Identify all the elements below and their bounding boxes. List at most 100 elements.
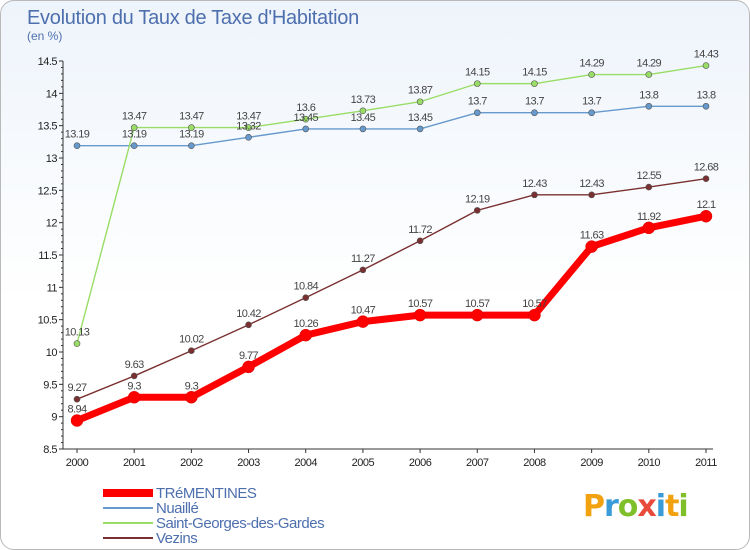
data-label: 13.19 — [65, 129, 90, 141]
series-line — [76, 105, 707, 147]
data-label: 13.19 — [179, 129, 204, 141]
y-tick-label: 13 — [46, 153, 58, 165]
x-tick-label: 2002 — [180, 457, 203, 469]
data-point — [185, 391, 198, 404]
legend: TRéMENTINESNuailléSaint-Georges-des-Gard… — [103, 485, 325, 547]
data-label: 10.47 — [351, 305, 376, 317]
data-point — [70, 414, 84, 427]
data-point — [588, 71, 595, 78]
x-tick-label: 2004 — [294, 457, 317, 469]
logo-letter: i — [655, 489, 666, 524]
x-tick-label: 2003 — [237, 457, 260, 469]
logo-letter: x — [637, 489, 656, 524]
data-point — [645, 102, 653, 110]
data-label: 13.7 — [525, 96, 544, 108]
data-label: 13.47 — [179, 111, 204, 123]
data-label: 11.63 — [580, 230, 604, 242]
y-tick-label: 14 — [46, 88, 58, 100]
data-point — [642, 221, 656, 235]
data-point — [130, 142, 138, 150]
data-point — [242, 360, 255, 374]
x-tick-label: 2006 — [409, 457, 432, 469]
data-label: 12.1 — [696, 199, 715, 211]
data-point — [73, 395, 81, 403]
data-point — [245, 321, 252, 329]
y-tick-label: 9 — [51, 412, 57, 424]
series-line — [76, 64, 707, 345]
data-point — [471, 308, 484, 322]
data-point — [645, 183, 653, 191]
data-label: 13.6 — [296, 102, 315, 114]
data-point — [302, 294, 310, 301]
data-label: 13.47 — [122, 111, 147, 123]
data-label: 12.55 — [637, 170, 662, 182]
data-label: 9.77 — [239, 350, 258, 362]
data-label: 13.8 — [696, 89, 715, 101]
logo-letter: P — [583, 489, 605, 524]
series-markers — [70, 62, 713, 427]
data-label: 10.57 — [522, 298, 547, 310]
data-label: 13.47 — [236, 111, 261, 123]
data-point — [127, 391, 141, 404]
legend-label: TRéMENTINES — [156, 485, 257, 502]
data-label: 13.73 — [351, 94, 376, 106]
data-label: 9.63 — [125, 359, 144, 371]
y-tick-label: 8.5 — [43, 444, 57, 456]
logo-letter: r — [604, 489, 619, 524]
data-point — [416, 125, 424, 133]
x-tick-label: 2009 — [580, 457, 603, 469]
data-point — [702, 62, 710, 69]
y-tick-label: 12.5 — [38, 185, 58, 197]
data-point — [645, 71, 653, 78]
data-label: 13.45 — [293, 112, 318, 124]
data-point — [416, 98, 424, 106]
data-label: 13.8 — [639, 89, 658, 101]
data-label: 12.19 — [465, 193, 490, 205]
logo-letter: t — [665, 489, 679, 524]
data-point — [531, 191, 538, 199]
data-point — [356, 315, 370, 328]
data-label: 11.72 — [408, 224, 432, 236]
x-tick-label: 2010 — [638, 457, 661, 469]
data-point — [188, 142, 195, 150]
data-point — [188, 124, 195, 131]
data-label: 13.32 — [236, 120, 261, 132]
data-point — [73, 142, 81, 150]
x-tick-label: 2000 — [66, 457, 89, 469]
legend-label: Vezins — [156, 530, 197, 547]
data-point — [473, 207, 481, 214]
data-point — [359, 125, 367, 133]
y-tick-label: 11.5 — [38, 250, 57, 262]
data-label: 14.15 — [522, 67, 547, 79]
data-label: 10.26 — [293, 318, 318, 330]
y-tick-label: 10.5 — [38, 315, 58, 327]
data-point — [585, 240, 598, 253]
data-point — [130, 372, 138, 380]
x-tick-label: 2005 — [352, 457, 375, 469]
data-point — [299, 328, 312, 342]
data-point — [416, 237, 424, 245]
data-label: 10.84 — [293, 281, 318, 293]
series-line — [73, 212, 710, 425]
data-point — [359, 107, 367, 115]
logo-letter: i — [678, 489, 688, 524]
data-point — [359, 266, 367, 274]
data-label: 10.13 — [65, 327, 90, 339]
data-point — [245, 134, 252, 141]
data-point — [531, 80, 538, 87]
data-label: 10.42 — [236, 308, 261, 320]
data-point — [130, 124, 138, 131]
data-point — [73, 340, 81, 347]
data-label: 10.02 — [179, 334, 204, 346]
data-label: 14.43 — [694, 49, 719, 61]
data-label: 14.29 — [637, 58, 662, 70]
data-point — [531, 109, 538, 117]
data-point — [245, 124, 252, 131]
series-line — [76, 177, 707, 400]
logo-letter: o — [617, 489, 639, 524]
data-label: 12.43 — [579, 178, 604, 190]
data-point — [699, 209, 713, 223]
legend-label: Nuaillé — [156, 500, 199, 517]
data-point — [588, 191, 595, 199]
axes: 8.5 9 9.5 10 10.5 11 11.5 12 12.5 13 13.5 14 14.5 200… — [38, 56, 718, 469]
